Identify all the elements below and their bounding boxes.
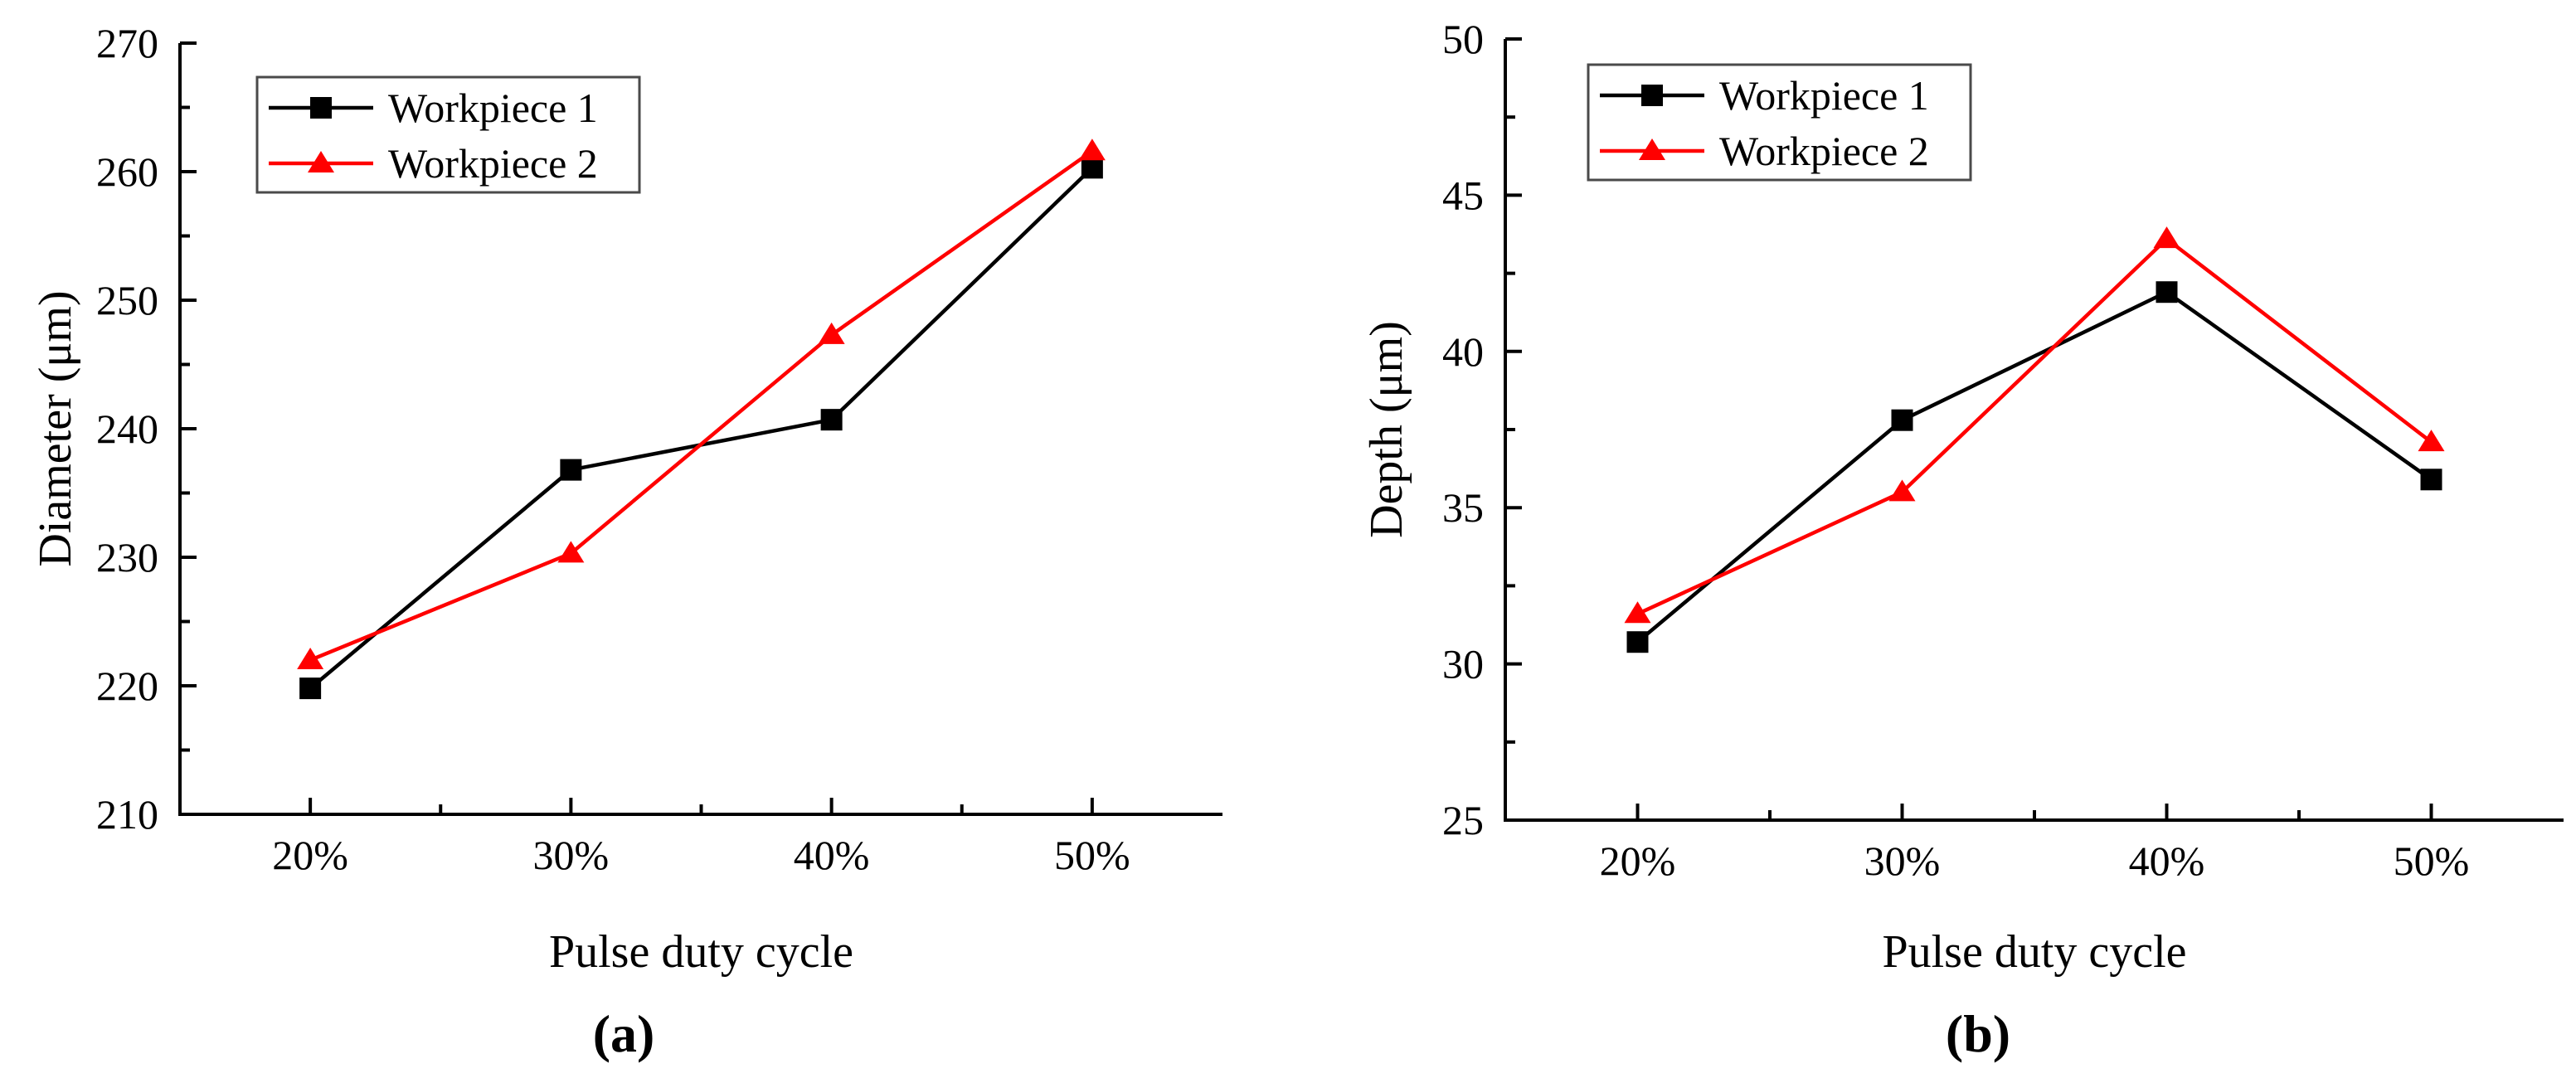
- x-tick-label: 50%: [2394, 838, 2470, 884]
- data-point-marker-square: [560, 459, 582, 481]
- legend: Workpiece 1 Workpiece 2: [255, 75, 641, 194]
- y-tick-label: 230: [96, 534, 158, 580]
- data-point-marker-triangle: [1888, 479, 1916, 502]
- y-tick-label: 220: [96, 663, 158, 709]
- legend-label: Workpiece 2: [1719, 128, 1929, 174]
- data-point-marker-square: [1081, 157, 1103, 179]
- y-tick-label: 250: [96, 277, 158, 323]
- x-axis-title: Pulse duty cycle: [549, 926, 853, 978]
- x-axis-title: Pulse duty cycle: [1882, 926, 2186, 978]
- x-tick-label: 20%: [272, 832, 348, 878]
- y-axis-title: Depth (μm): [1361, 321, 1412, 538]
- legend-marker-square: [1641, 85, 1663, 106]
- data-point-marker-triangle: [2153, 226, 2180, 249]
- data-point-marker-square: [820, 409, 843, 431]
- series-line: [309, 149, 1094, 663]
- data-point-marker-triangle: [297, 648, 324, 669]
- x-tick-label: 30%: [533, 832, 610, 878]
- data-point-marker-triangle: [557, 541, 585, 563]
- legend-label: Workpiece 1: [388, 85, 598, 131]
- data-point-marker-triangle: [1078, 138, 1106, 161]
- x-tick-label: 30%: [1864, 838, 1941, 884]
- y-tick-label: 240: [96, 406, 158, 452]
- data-point-marker-square: [2420, 469, 2442, 491]
- legend-marker-square: [310, 97, 332, 119]
- y-tick-label: 210: [96, 791, 158, 838]
- data-point-marker-square: [299, 677, 322, 700]
- series-workpiece-1: [1626, 281, 2442, 653]
- legend-label: Workpiece 1: [1719, 72, 1929, 119]
- x-tick-label: 40%: [794, 832, 870, 878]
- data-point-marker-square: [1626, 631, 1649, 653]
- series-workpiece-2: [1624, 226, 2445, 624]
- y-axis-title: Diameter (μm): [30, 290, 81, 566]
- series-workpiece-1: [299, 157, 1103, 700]
- x-tick-label: 40%: [2129, 838, 2205, 884]
- y-tick-label: 30: [1442, 641, 1484, 687]
- data-point-marker-triangle: [1624, 601, 1651, 624]
- x-tick-label: 20%: [1600, 838, 1676, 884]
- y-tick-label: 50: [1442, 16, 1484, 62]
- chart-b: 25 30 35 40 45 50 20% 30% 40% 50% Pulse duty cycle…: [1361, 16, 2564, 1063]
- subfigure-label: (a): [593, 1004, 655, 1063]
- legend: Workpiece 1 Workpiece 2: [1587, 63, 1972, 182]
- legend-label: Workpiece 2: [388, 140, 598, 187]
- subfigure-label: (b): [1946, 1004, 2010, 1063]
- series-line: [1636, 289, 2433, 643]
- chart-a: 210 220 230 240 250 260 270 20% 30% 40% 50% Pulse d…: [30, 20, 1222, 1063]
- y-tick-label: 260: [96, 148, 158, 195]
- data-point-marker-triangle: [2418, 430, 2445, 452]
- y-tick-label: 25: [1442, 797, 1484, 843]
- legend-marker-triangle: [308, 151, 334, 172]
- y-tick-label: 35: [1442, 484, 1484, 531]
- legend-box: [255, 75, 641, 194]
- y-tick-label: 270: [96, 20, 158, 66]
- data-point-marker-triangle: [818, 322, 845, 344]
- data-point-marker-square: [1891, 409, 1913, 431]
- legend-marker-triangle: [1639, 138, 1665, 160]
- data-point-marker-square: [2156, 281, 2178, 304]
- y-tick-label: 45: [1442, 172, 1484, 218]
- y-tick-label: 40: [1442, 328, 1484, 375]
- x-tick-label: 50%: [1054, 832, 1130, 878]
- legend-box: [1587, 63, 1972, 182]
- series-workpiece-2: [297, 138, 1106, 669]
- series-line: [1636, 236, 2433, 616]
